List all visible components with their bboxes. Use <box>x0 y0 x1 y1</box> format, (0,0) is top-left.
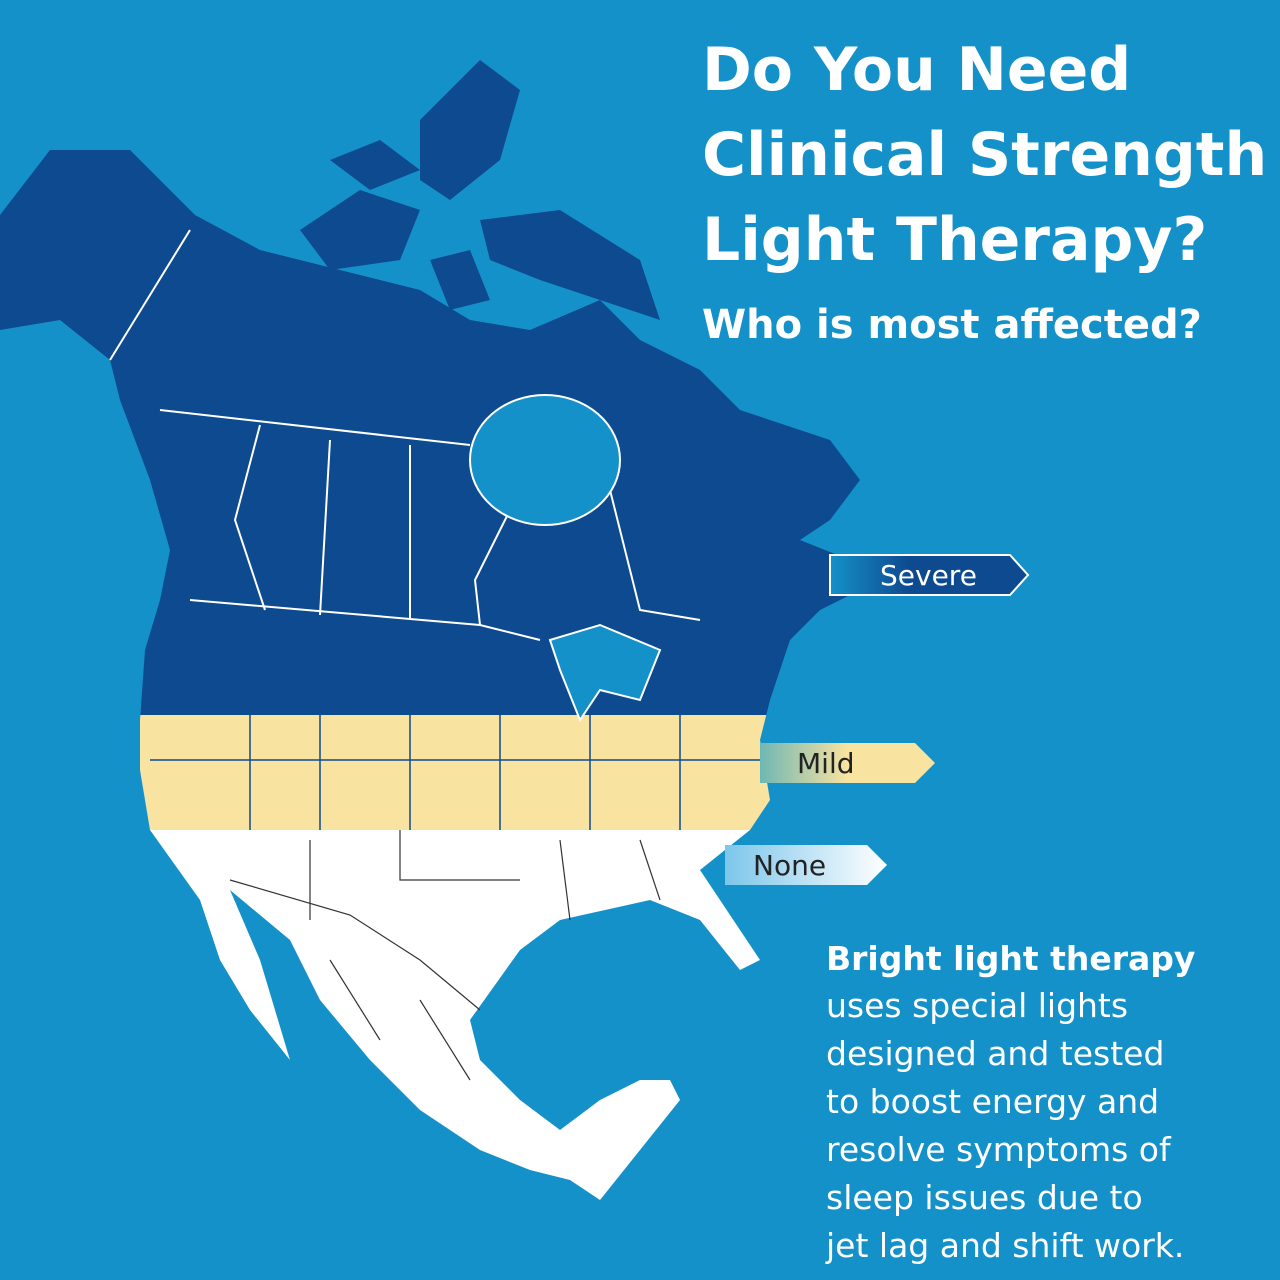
title: Do You Need Clinical Strength Light Ther… <box>702 35 1267 275</box>
body-text: Bright light therapy uses special lights… <box>825 939 1195 1265</box>
body-line: jet lag and shift work. <box>825 1226 1184 1265</box>
body-line: to boost energy and <box>826 1082 1159 1121</box>
legend-label: None <box>753 849 826 882</box>
great-lakes <box>548 623 662 723</box>
body-line: sleep issues due to <box>826 1178 1143 1217</box>
body-lead: Bright light therapy <box>826 939 1195 978</box>
title-line: Do You Need <box>702 35 1131 105</box>
legend-label: Mild <box>797 747 855 780</box>
body-line: uses special lights <box>826 986 1128 1025</box>
legend-label: Severe <box>880 559 977 592</box>
body-line: designed and tested <box>826 1034 1164 1073</box>
legend-arrow <box>760 743 935 783</box>
legend-arrow <box>829 554 1030 596</box>
title-line: Light Therapy? <box>702 205 1207 275</box>
hudson-bay <box>469 394 621 526</box>
mild-region <box>0 715 860 830</box>
legend: Severe Mild None <box>725 554 1030 885</box>
borders <box>109 229 701 641</box>
state-borders-south <box>229 830 661 1081</box>
body-line: resolve symptoms of <box>826 1130 1172 1169</box>
legend-arrow <box>725 845 887 885</box>
subtitle: Who is most affected? <box>702 302 1202 348</box>
state-borders <box>150 715 760 830</box>
title-line: Clinical Strength <box>702 120 1267 190</box>
